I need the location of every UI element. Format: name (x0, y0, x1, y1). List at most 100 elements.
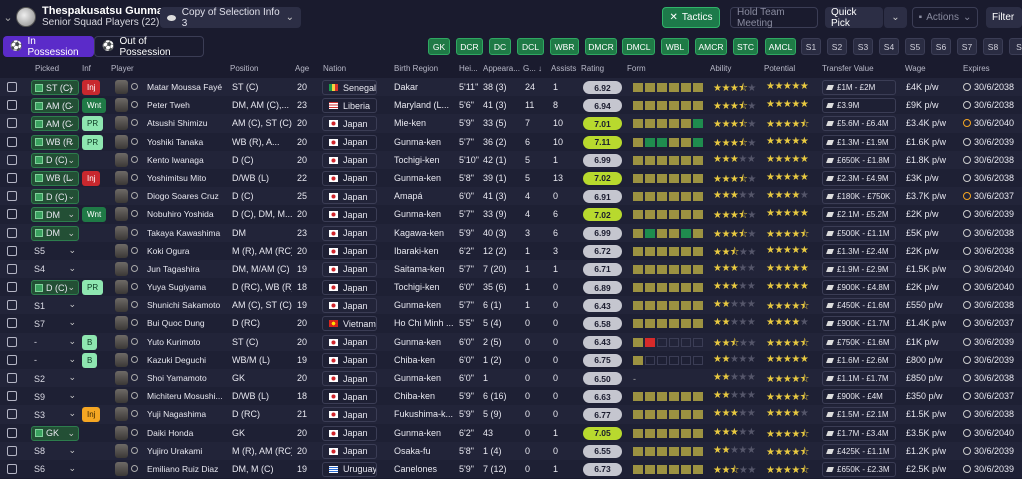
position-button-stc[interactable]: STC (733, 38, 758, 55)
status-badge[interactable]: B (82, 352, 98, 368)
quick-pick-dropdown-button[interactable]: ⌄ (883, 7, 907, 28)
nation-badge[interactable]: Japan (322, 352, 377, 368)
picked-dropdown[interactable]: S3 ⌄ (31, 407, 79, 422)
row-checkbox[interactable] (7, 209, 17, 220)
row-checkbox[interactable] (7, 445, 17, 456)
nation-badge[interactable]: Japan (322, 170, 377, 186)
status-badge[interactable]: Wnt (82, 98, 107, 114)
status-badge[interactable]: PR (82, 134, 104, 150)
picked-dropdown[interactable]: S9 ⌄ (31, 389, 79, 404)
row-checkbox[interactable] (7, 409, 17, 420)
player-name[interactable]: Takaya Kawashima (147, 227, 221, 238)
player-name[interactable]: Emiliano Ruiz Diaz (147, 463, 219, 474)
nation-badge[interactable]: Japan (322, 298, 377, 314)
player-name[interactable]: Yujiro Urakami (147, 445, 203, 456)
row-checkbox[interactable] (7, 354, 17, 365)
status-badge[interactable]: PR (82, 116, 104, 132)
row-checkbox[interactable] (7, 136, 17, 147)
picked-dropdown[interactable]: S5 ⌄ (31, 244, 79, 259)
position-button-s2[interactable]: S2 (827, 38, 847, 55)
table-row[interactable]: WB (L ⌄ Inj Yoshimitsu Mito D/WB (L) 22 J… (0, 168, 1022, 188)
row-checkbox[interactable] (7, 118, 17, 129)
picked-dropdown[interactable]: S1 ⌄ (31, 298, 79, 313)
picked-dropdown[interactable]: S7 ⌄ (31, 316, 79, 331)
quick-pick-button[interactable]: Quick Pick (825, 7, 883, 29)
status-badge[interactable]: PR (82, 280, 104, 296)
position-button-dcl[interactable]: DCL (517, 38, 544, 55)
tab-in-possession[interactable]: ⚽ In Possession (3, 36, 94, 58)
col-birth-region[interactable]: Birth Region (394, 64, 439, 73)
table-row[interactable]: DM ⌄ Wnt Nobuhiro Yoshida D (C), DM, M...… (0, 205, 1022, 224)
table-row[interactable]: S1 ⌄ Shunichi Sakamoto AM (C), ST (C) 19 … (0, 296, 1022, 315)
picked-dropdown[interactable]: S4 ⌄ (31, 262, 79, 277)
nation-badge[interactable]: Japan (322, 389, 377, 405)
table-row[interactable]: S9 ⌄ Michiteru Mosushi... D/WB (L) 18 Jap… (0, 387, 1022, 406)
player-name[interactable]: Daiki Honda (147, 427, 194, 438)
position-button-dmcl[interactable]: DMCL (622, 38, 655, 55)
position-button-s7[interactable]: S7 (957, 38, 977, 55)
nation-badge[interactable]: Japan (322, 371, 377, 386)
col-nation[interactable]: Nation (323, 64, 347, 73)
player-name[interactable]: Shoi Yamamoto (147, 373, 207, 383)
nation-badge[interactable]: Japan (322, 225, 377, 241)
picked-dropdown[interactable]: D (C) ⌄ (31, 152, 79, 168)
player-name[interactable]: Kento Iwanaga (147, 154, 204, 165)
picked-dropdown[interactable]: WB (R ⌄ (31, 134, 79, 150)
player-name[interactable]: Matar Moussa Fayé (147, 82, 223, 92)
row-checkbox[interactable] (7, 172, 17, 183)
position-button-s1[interactable]: S1 (801, 38, 821, 55)
position-button-s5[interactable]: S5 (905, 38, 925, 55)
col-expires[interactable]: Expires (963, 64, 990, 73)
row-checkbox[interactable] (7, 154, 17, 165)
picked-dropdown[interactable]: WB (L ⌄ (31, 170, 79, 186)
collapse-chevron-icon[interactable]: ⌄ (3, 11, 13, 24)
table-row[interactable]: AM (C ⌄ Wnt Peter Tweh DM, AM (C),... 23 … (0, 96, 1022, 115)
nation-badge[interactable]: Japan (322, 261, 377, 277)
view-selector[interactable]: Copy of Selection Info 3 ⌄ (160, 7, 301, 29)
table-row[interactable]: DM ⌄ Takaya Kawashima DM 23 Japan Kagawa-… (0, 223, 1022, 242)
tab-out-of-possession[interactable]: ⚽ Out of Possession (94, 36, 204, 58)
col-rating[interactable]: Rating (581, 64, 605, 73)
picked-dropdown[interactable]: GK ⌄ (31, 425, 79, 441)
col-position[interactable]: Position (230, 64, 259, 73)
table-row[interactable]: S6 ⌄ Emiliano Ruiz Diaz DM, M (C) 19 Urug… (0, 459, 1022, 479)
picked-dropdown[interactable]: S2 ⌄ (31, 371, 79, 386)
hold-team-meeting-button[interactable]: Hold Team Meeting (730, 7, 818, 29)
picked-dropdown[interactable]: ST (C) ⌄ (31, 80, 79, 95)
nation-badge[interactable]: Japan (322, 280, 377, 296)
col-appearances[interactable]: Appeara... (483, 64, 520, 73)
row-checkbox[interactable] (7, 100, 17, 111)
col-form[interactable]: Form (627, 64, 646, 73)
table-row[interactable]: D (C) ⌄ Diogo Soares Cruz D (C) 25 Japan … (0, 187, 1022, 206)
table-row[interactable]: S2 ⌄ Shoi Yamamoto GK 20 Japan Gunma-ken … (0, 369, 1022, 388)
player-name[interactable]: Kazuki Deguchi (147, 354, 207, 365)
nation-badge[interactable]: Japan (322, 443, 377, 459)
status-badge[interactable]: Inj (82, 407, 101, 423)
tactics-button[interactable]: ✕ Tactics (662, 7, 720, 28)
position-button-s4[interactable]: S4 (879, 38, 899, 55)
col-assists[interactable]: Assists (551, 64, 577, 73)
picked-dropdown[interactable]: DM ⌄ (31, 207, 79, 223)
position-button-s6[interactable]: S6 (931, 38, 951, 55)
picked-dropdown[interactable]: S6 ⌄ (31, 462, 79, 477)
table-row[interactable]: - ⌄ B Yuto Kurimoto ST (C) 20 Japan Gunma… (0, 332, 1022, 351)
table-row[interactable]: - ⌄ B Kazuki Deguchi WB/M (L) 19 Japan Ch… (0, 350, 1022, 369)
row-checkbox[interactable] (7, 336, 17, 347)
player-name[interactable]: Yuto Kurimoto (147, 336, 201, 347)
position-button-dc[interactable]: DC (489, 38, 511, 55)
position-button-s[interactable]: S (1009, 38, 1022, 55)
row-checkbox[interactable] (7, 245, 17, 256)
picked-dropdown[interactable]: - ⌄ (31, 353, 79, 368)
player-name[interactable]: Koki Ogura (147, 245, 190, 256)
table-row[interactable]: S7 ⌄ Bui Quoc Dung D (RC) 20 Vietnam Ho C… (0, 314, 1022, 333)
status-badge[interactable]: Inj (82, 170, 101, 186)
nation-badge[interactable]: Japan (322, 243, 377, 259)
row-checkbox[interactable] (7, 300, 17, 311)
position-button-s3[interactable]: S3 (853, 38, 873, 55)
table-row[interactable]: ST (C) ⌄ Inj Matar Moussa Fayé ST (C) 20 … (0, 78, 1022, 97)
nation-badge[interactable]: Japan (322, 334, 377, 350)
picked-dropdown[interactable]: - ⌄ (31, 335, 79, 350)
row-checkbox[interactable] (7, 82, 17, 92)
col-ability[interactable]: Ability (710, 64, 732, 73)
table-row[interactable]: GK ⌄ Daiki Honda GK 20 Japan Gunma-ken 6'… (0, 423, 1022, 442)
